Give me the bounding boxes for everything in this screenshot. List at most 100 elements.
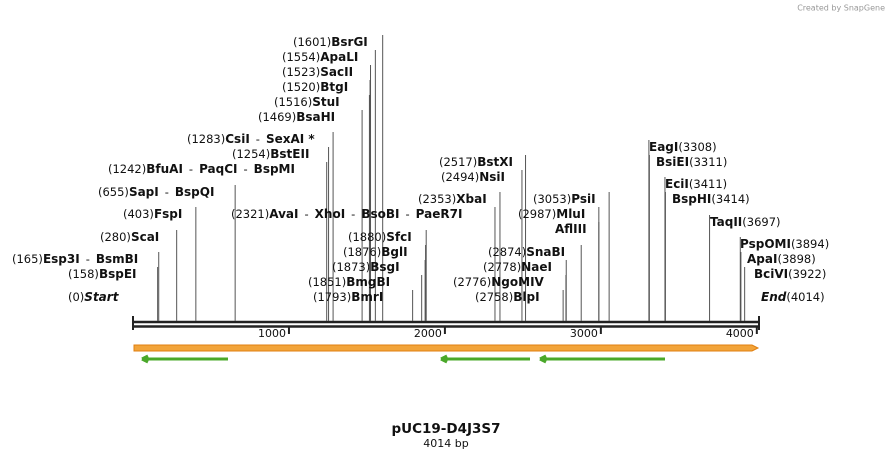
site-label: (1520)BtgI	[282, 80, 348, 94]
site-label: (0)Start	[68, 290, 120, 304]
separator: -	[405, 207, 409, 221]
enzyme-name: BspEI	[99, 267, 137, 281]
site-label: (2353)XbaI	[418, 192, 487, 206]
enzyme-name: BspHI	[672, 192, 711, 206]
enzyme-name: AflIII	[555, 222, 587, 236]
site-position: (2776)	[453, 275, 491, 289]
site-label: (2874)SnaBI	[488, 245, 565, 259]
enzyme-name: AvaI	[269, 207, 298, 221]
separator: -	[86, 252, 90, 266]
enzyme-name: NaeI	[521, 260, 552, 274]
enzyme-name: ApaI	[747, 252, 777, 266]
site-position: (0)	[68, 290, 84, 304]
feature-arrow	[141, 354, 228, 364]
enzyme-name: BlpI	[513, 290, 539, 304]
feature-arrow	[539, 354, 665, 364]
site-position: (2494)	[441, 170, 479, 184]
title: pUC19-D4J3S7	[391, 421, 500, 437]
site-label: (1242)BfuAI - PaqCI - BspMI	[108, 162, 295, 176]
enzyme-name: BsrGI	[331, 35, 368, 49]
site-position: (3053)	[533, 192, 571, 206]
enzyme-name: SnaBI	[526, 245, 565, 259]
site-label: (2517)BstXI	[439, 155, 513, 169]
tick-label: 1000	[258, 327, 286, 340]
site-position: (1242)	[108, 162, 146, 176]
site-position: (1283)	[187, 132, 225, 146]
separator: -	[165, 185, 169, 199]
enzyme-name: BmgBI	[346, 275, 390, 289]
enzyme-name: NgoMIV	[491, 275, 544, 289]
site-label: (2758)BlpI	[475, 290, 540, 304]
site-position: (3894)	[791, 237, 829, 251]
site-position: (4014)	[786, 290, 824, 304]
site-label: (2321)AvaI - XhoI - BsoBI - PaeR7I	[231, 207, 462, 221]
site-label: (158)BspEI	[68, 267, 136, 281]
enzyme-name: BsoBI	[361, 207, 399, 221]
enzyme-name: EciI	[665, 177, 689, 191]
enzyme-name: SfcI	[386, 230, 411, 244]
separator: -	[189, 162, 193, 176]
site-label: (1516)StuI	[274, 95, 340, 109]
site-position: (158)	[68, 267, 99, 281]
site-position: (2874)	[488, 245, 526, 259]
site-label: BsiEI(3311)	[656, 155, 727, 169]
enzyme-name: BsgI	[370, 260, 399, 274]
site-position: (3308)	[678, 140, 716, 154]
site-label: PspOMI(3894)	[740, 237, 829, 251]
site-position: (165)	[12, 252, 43, 266]
site-label: (655)SapI - BspQI	[98, 185, 214, 199]
site-label: (1880)SfcI	[348, 230, 412, 244]
enzyme-name: FspI	[154, 207, 182, 221]
enzyme-name: BglI	[381, 245, 407, 259]
enzyme-name: BsaHI	[296, 110, 335, 124]
site-position: (2758)	[475, 290, 513, 304]
site-label: (1254)BstEII	[232, 147, 309, 161]
enzyme-name: BsiEI	[656, 155, 689, 169]
site-position: (1469)	[258, 110, 296, 124]
site-position: (1520)	[282, 80, 320, 94]
enzyme-name: Esp3I	[43, 252, 80, 266]
site-position: (1873)	[332, 260, 370, 274]
enzyme-name: BsmBI	[96, 252, 138, 266]
site-position: (3922)	[788, 267, 826, 281]
enzyme-name: BciVI	[754, 267, 788, 281]
site-label: (280)ScaI	[100, 230, 159, 244]
length: 4014 bp	[423, 437, 468, 450]
site-label: (1469)BsaHI	[258, 110, 335, 124]
site-position: (1851)	[308, 275, 346, 289]
site-label: (3053)PsiI	[533, 192, 596, 206]
site-label: AflIII	[555, 222, 587, 236]
site-label: End(4014)	[761, 290, 825, 304]
watermark: Created by SnapGene	[797, 4, 885, 13]
separator: -	[305, 207, 309, 221]
enzyme-name: ScaI	[131, 230, 159, 244]
site-position: (1793)	[313, 290, 351, 304]
site-label: (2776)NgoMIV	[453, 275, 545, 289]
enzyme-name: SexAI *	[266, 132, 315, 146]
site-label: (1283)CsiI - SexAI *	[187, 132, 315, 146]
site-label: EciI(3411)	[665, 177, 727, 191]
enzyme-name: MluI	[556, 207, 585, 221]
enzyme-name: StuI	[312, 95, 339, 109]
enzyme-name: XbaI	[456, 192, 486, 206]
site-label: (403)FspI	[123, 207, 182, 221]
enzyme-name: PaeR7I	[416, 207, 463, 221]
feature-arrow	[440, 354, 530, 364]
site-label: BspHI(3414)	[672, 192, 750, 206]
enzyme-name: Start	[84, 290, 119, 304]
enzyme-name: ApaLI	[320, 50, 358, 64]
site-label: (1873)BsgI	[332, 260, 400, 274]
site-position: (3898)	[777, 252, 815, 266]
enzyme-name: End	[761, 290, 787, 304]
enzyme-name: TaqII	[710, 215, 742, 229]
enzyme-name: SapI	[129, 185, 159, 199]
enzyme-name: BspMI	[254, 162, 295, 176]
site-label: ApaI(3898)	[747, 252, 816, 266]
enzyme-name: PspOMI	[740, 237, 791, 251]
site-label: (2494)NsiI	[441, 170, 505, 184]
site-position: (2517)	[439, 155, 477, 169]
site-position: (280)	[100, 230, 131, 244]
site-label: (1523)SacII	[282, 65, 353, 79]
site-position: (655)	[98, 185, 129, 199]
